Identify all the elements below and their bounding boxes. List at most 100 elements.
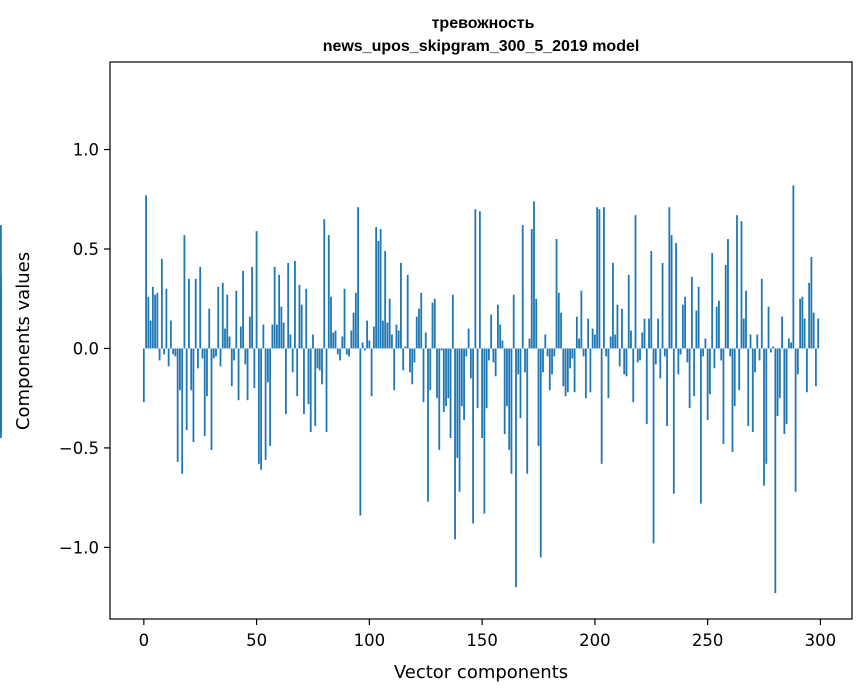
bar-87 — [339, 348, 341, 361]
bar-265 — [740, 221, 743, 349]
bar-167 — [519, 348, 522, 419]
bar-216 — [630, 330, 632, 349]
bar-206 — [607, 348, 610, 399]
bar-264 — [738, 348, 741, 391]
bar-22 — [192, 348, 195, 442]
bar-169 — [524, 348, 526, 373]
bar-32 — [215, 348, 217, 357]
bar-108 — [386, 322, 389, 349]
bar-129 — [433, 298, 436, 349]
bar-61 — [280, 306, 283, 349]
bar-16 — [179, 348, 181, 391]
bar-56 — [269, 348, 272, 446]
bar-31 — [212, 348, 215, 359]
bar-259 — [727, 239, 729, 349]
bar-117 — [406, 274, 409, 349]
y-tick-label-2: 0.0 — [73, 339, 99, 358]
bar-113 — [397, 330, 400, 349]
bar-184 — [557, 292, 560, 349]
bar-67 — [294, 260, 296, 349]
bar-244 — [693, 348, 696, 397]
bar-168 — [521, 225, 524, 349]
bar-15 — [176, 348, 179, 462]
bar-207 — [609, 336, 612, 349]
bar-110 — [391, 334, 393, 349]
bar-293 — [803, 318, 806, 349]
bar-152 — [485, 348, 488, 409]
bar-247 — [699, 348, 702, 504]
bar-212 — [621, 308, 623, 349]
bar-130 — [436, 348, 438, 399]
bar-37 — [226, 294, 229, 349]
bar-51 — [257, 348, 260, 464]
bar-290 — [796, 348, 799, 375]
bar-203 — [600, 348, 603, 464]
bar-255 — [718, 300, 720, 349]
x-tick-label-150: 150 — [466, 631, 498, 650]
bar-166 — [517, 348, 520, 375]
bar-280 — [774, 348, 777, 594]
bar-194 — [580, 290, 583, 349]
bar-232 — [666, 348, 668, 427]
bar-139 — [456, 348, 459, 458]
bar-252 — [711, 252, 714, 349]
bar-46 — [246, 348, 249, 401]
bar-219 — [636, 348, 639, 363]
bar-74 — [309, 348, 312, 433]
bar-298 — [815, 348, 817, 387]
bar-132 — [440, 348, 443, 351]
x-tick-label-0: 0 — [139, 631, 150, 650]
bar-76 — [314, 348, 317, 427]
bar-192 — [575, 316, 578, 349]
bar-127 — [429, 348, 432, 391]
bar-157 — [497, 304, 499, 349]
bar-97 — [361, 342, 364, 349]
bar-79 — [321, 348, 323, 385]
bar-291 — [799, 298, 802, 349]
bar-43 — [239, 326, 242, 349]
bar-107 — [384, 250, 387, 349]
bar-62 — [282, 322, 285, 349]
bar-89 — [343, 288, 346, 349]
bar-2 — [147, 296, 150, 349]
bar-114 — [400, 262, 402, 349]
bar-161 — [506, 348, 508, 407]
y-tick-label-4: 1.0 — [73, 141, 99, 160]
bar-55 — [266, 348, 269, 383]
bar-134 — [445, 348, 447, 407]
bar-112 — [395, 324, 398, 349]
x-tick-label-200: 200 — [579, 631, 611, 650]
bar-123 — [420, 292, 423, 349]
bar-19 — [185, 348, 188, 431]
bar-85 — [334, 330, 337, 349]
bar-125 — [424, 332, 427, 349]
bar-13 — [172, 348, 175, 355]
bar-149 — [478, 211, 481, 349]
bar-48 — [251, 266, 253, 349]
bar-140 — [458, 348, 461, 492]
bar-238 — [679, 348, 682, 355]
chart-subtitle: news_upos_skipgram_300_5_2019 model — [323, 38, 640, 55]
bar-156 — [494, 348, 497, 377]
bar-77 — [316, 348, 319, 369]
bar-275 — [763, 348, 765, 486]
bar-205 — [605, 348, 608, 357]
x-tick-label-250: 250 — [692, 631, 724, 650]
bar-230 — [661, 262, 664, 349]
bar-18 — [183, 235, 186, 349]
bar-241 — [686, 348, 689, 363]
bar-14 — [174, 348, 177, 357]
bar-88 — [341, 336, 344, 349]
bar-75 — [312, 334, 314, 349]
bar-58 — [273, 266, 276, 349]
bar-146 — [472, 348, 474, 524]
bar-278 — [769, 348, 772, 353]
bar-64 — [287, 262, 290, 349]
bar-292 — [801, 296, 804, 349]
bar-199 — [591, 328, 594, 349]
bar-122 — [418, 308, 420, 349]
bar-153 — [487, 348, 490, 361]
bar-253 — [713, 348, 716, 369]
bar-124 — [422, 348, 425, 403]
bar-267 — [745, 290, 747, 349]
